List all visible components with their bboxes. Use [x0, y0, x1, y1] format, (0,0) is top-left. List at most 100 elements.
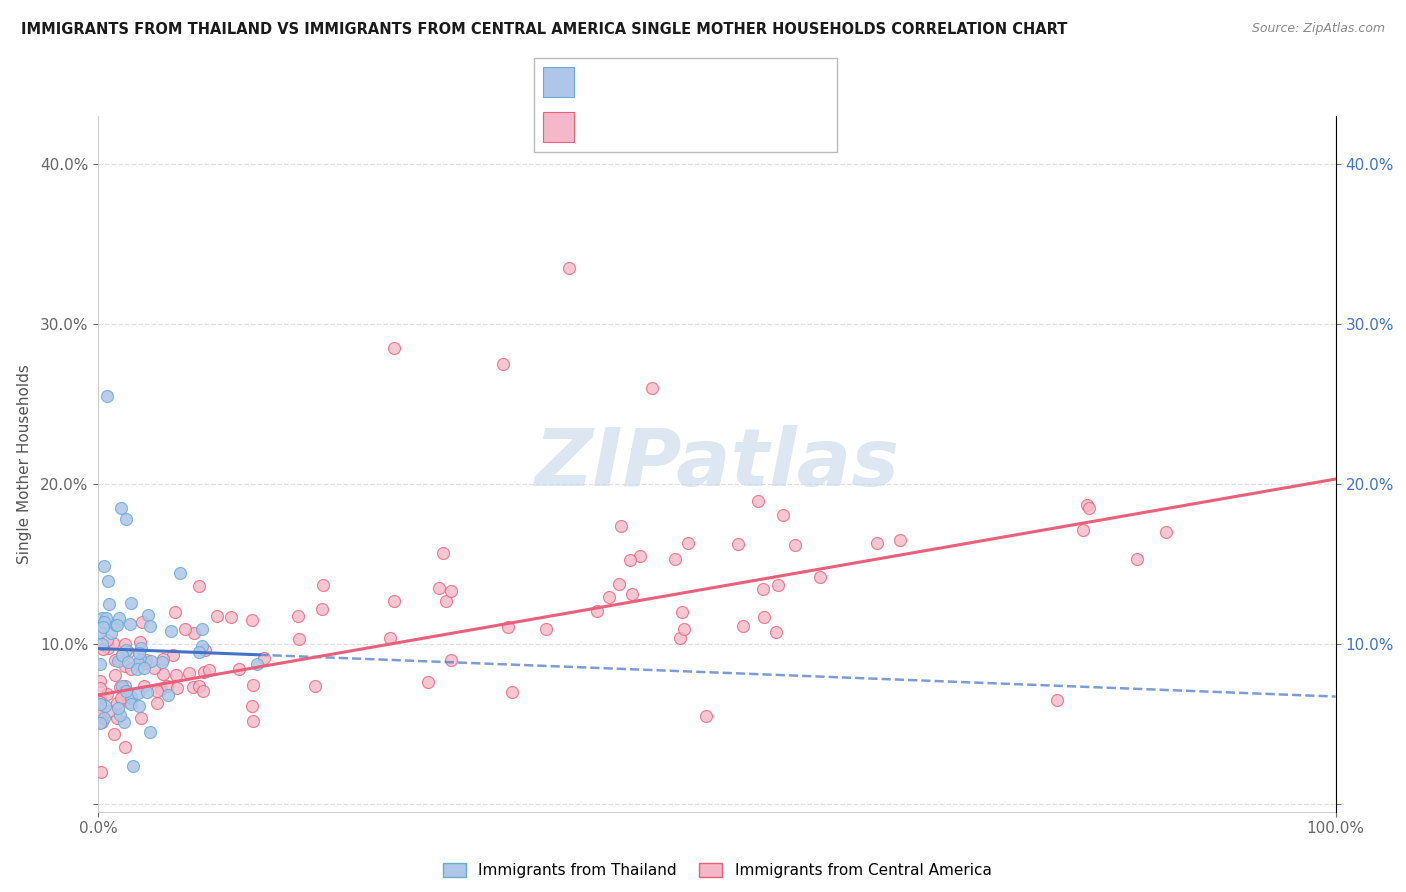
Point [105, 711, 128, 725]
Point [110, 690, 132, 705]
Point [166, 681, 188, 695]
Point [287, 632, 309, 646]
Point [439, 584, 461, 599]
Point [501, 685, 523, 699]
Point [108, 707, 131, 722]
Point [104, 668, 127, 682]
Point [311, 578, 333, 592]
Point [89, 697, 111, 711]
Point [159, 624, 181, 638]
Point [121, 697, 143, 711]
Point [93, 642, 115, 657]
Point [114, 679, 136, 693]
Point [676, 536, 699, 550]
Point [669, 631, 692, 645]
Point [135, 653, 157, 667]
Point [94, 610, 117, 624]
Point [754, 610, 776, 624]
Point [110, 678, 132, 692]
Point [193, 665, 215, 680]
Point [432, 546, 454, 560]
Point [752, 582, 775, 596]
Point [152, 667, 174, 681]
Point [98, 704, 121, 718]
Bar [543, 68, 574, 97]
Point [120, 617, 142, 632]
Point [187, 679, 209, 693]
Point [727, 537, 749, 551]
Text: IMMIGRANTS FROM THAILAND VS IMMIGRANTS FROM CENTRAL AMERICA SINGLE MOTHER HOUSEH: IMMIGRANTS FROM THAILAND VS IMMIGRANTS F… [21, 22, 1067, 37]
Point [132, 661, 155, 675]
Point [188, 645, 211, 659]
Point [89, 674, 111, 689]
Point [93, 558, 115, 573]
Point [90, 611, 112, 625]
Point [141, 654, 163, 668]
Point [1071, 523, 1094, 537]
Point [114, 659, 136, 673]
Point [772, 508, 794, 523]
Point [194, 642, 217, 657]
Point [89, 681, 111, 695]
Point [765, 625, 787, 640]
Point [664, 551, 686, 566]
Point [246, 657, 269, 671]
Point [105, 617, 128, 632]
Point [120, 690, 142, 705]
Point [100, 626, 122, 640]
Point [120, 690, 142, 704]
Point [125, 662, 148, 676]
Point [416, 674, 439, 689]
Point [253, 651, 276, 665]
Point [783, 538, 806, 552]
Point [747, 493, 769, 508]
Point [89, 715, 111, 730]
Point [128, 646, 150, 660]
Point [97, 574, 120, 589]
Point [157, 689, 180, 703]
Point [429, 581, 451, 595]
Point [114, 512, 136, 526]
Point [129, 653, 152, 667]
Point [808, 570, 831, 584]
Point [91, 710, 114, 724]
Point [1046, 692, 1069, 706]
Point [114, 637, 136, 651]
Point [111, 648, 134, 662]
Point [110, 500, 132, 515]
Point [177, 666, 200, 681]
Point [1076, 499, 1098, 513]
Point [558, 260, 581, 275]
Point [129, 641, 152, 656]
Point [115, 683, 138, 698]
Point [165, 668, 187, 682]
Bar [543, 112, 574, 142]
Point [240, 613, 263, 627]
Point [434, 594, 457, 608]
Point [146, 696, 169, 710]
Point [89, 625, 111, 640]
Point [190, 639, 212, 653]
Text: R =  0.482   N = 117: R = 0.482 N = 117 [583, 119, 758, 136]
Point [219, 609, 242, 624]
Point [378, 632, 401, 646]
Legend: Immigrants from Thailand, Immigrants from Central America: Immigrants from Thailand, Immigrants fro… [437, 857, 997, 884]
Point [162, 648, 184, 663]
Point [163, 605, 186, 619]
Point [134, 679, 156, 693]
Point [866, 536, 889, 550]
Point [183, 626, 205, 640]
Point [228, 662, 250, 676]
Point [640, 381, 662, 395]
Point [242, 714, 264, 728]
Text: R = -0.026   N =  56: R = -0.026 N = 56 [583, 73, 752, 91]
Point [89, 691, 111, 706]
Point [96, 389, 118, 403]
Text: Source: ZipAtlas.com: Source: ZipAtlas.com [1251, 22, 1385, 36]
Point [89, 657, 111, 671]
Point [112, 714, 135, 729]
Point [90, 764, 112, 779]
Point [240, 698, 263, 713]
Point [129, 711, 152, 725]
Point [107, 700, 129, 714]
